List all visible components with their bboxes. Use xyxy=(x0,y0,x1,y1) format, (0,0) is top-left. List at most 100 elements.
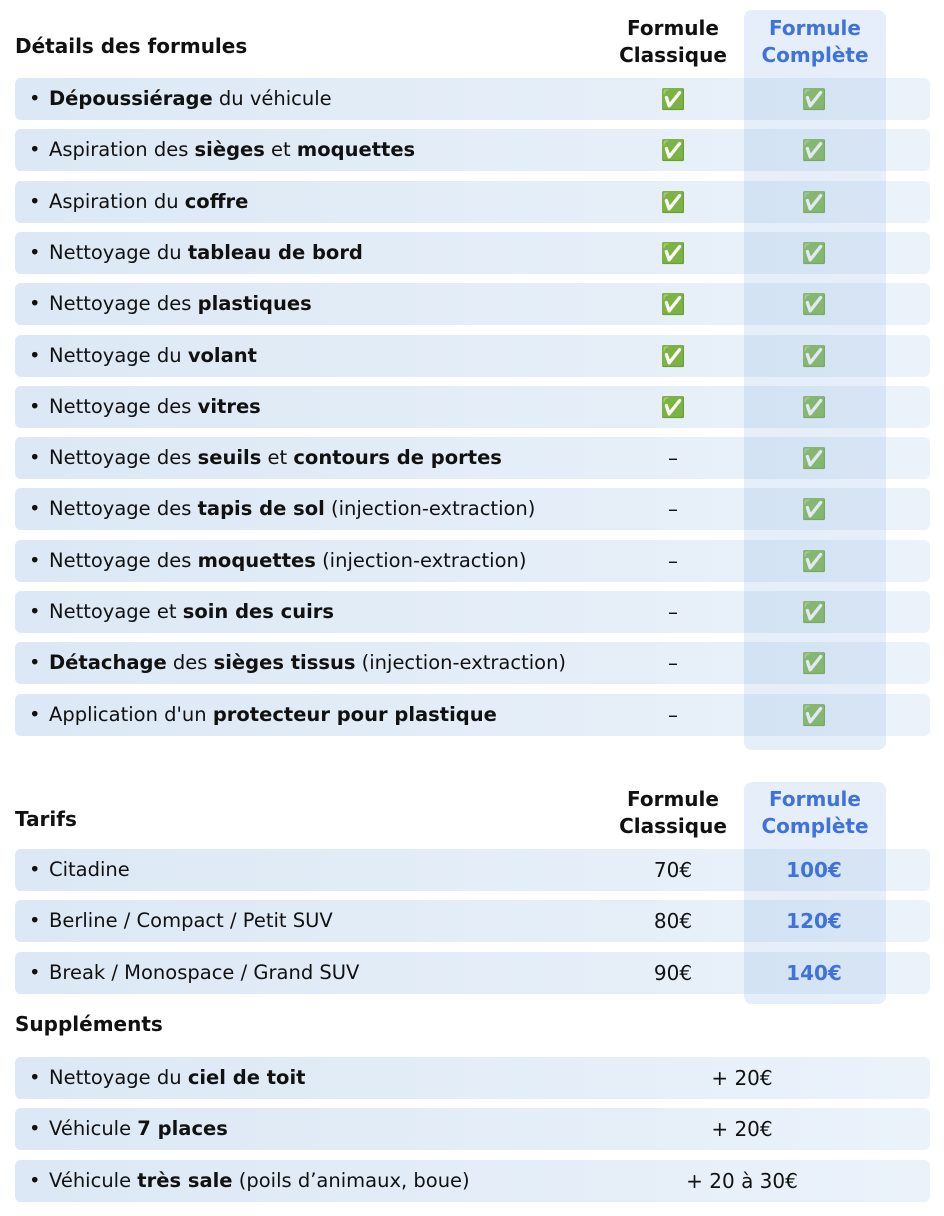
label-segment: sièges tissus xyxy=(213,651,356,675)
column-header: Formule Complète xyxy=(761,787,869,838)
cell-classique: ✅ xyxy=(660,343,686,368)
row-label: Berline / Compact / Petit SUV xyxy=(29,900,333,942)
row: Nettoyage du ciel de toit + 20€ xyxy=(15,1057,930,1099)
label-segment: Break / Monospace / Grand SUV xyxy=(49,960,360,984)
row: Véhicule 7 places + 20€ xyxy=(15,1108,930,1151)
label-segment: Nettoyage et xyxy=(49,600,183,623)
section-title: Détails des formules xyxy=(15,34,248,58)
row: Nettoyage des seuils et contours de port… xyxy=(15,437,930,480)
row-label: Nettoyage des vitres xyxy=(29,386,261,428)
row: Aspiration des sièges et moquettes ✅ ✅ xyxy=(15,129,930,172)
column-highlight xyxy=(744,10,886,750)
cell-complete: ✅ xyxy=(801,240,827,265)
label-segment: sièges xyxy=(194,138,265,162)
column-header: Formule Classique xyxy=(619,787,727,838)
label-segment: Nettoyage des xyxy=(49,292,198,316)
label-segment: très sale xyxy=(137,1168,233,1192)
label-segment: moquettes xyxy=(296,138,416,162)
row: Dépoussiérage du véhicule ✅ ✅ xyxy=(15,78,930,120)
label-segment: protecteur pour plastique xyxy=(212,702,497,726)
cell-classique: – xyxy=(668,446,678,471)
row-label: Véhicule 7 places xyxy=(29,1108,228,1150)
section-title: Suppléments xyxy=(15,1012,163,1036)
label-segment: Véhicule xyxy=(49,1168,138,1192)
cell-complete: ✅ xyxy=(801,189,827,214)
row-label: Nettoyage et soin des cuirs xyxy=(29,591,335,633)
cell-complete: ✅ xyxy=(801,548,827,573)
label-segment: Berline / Compact / Petit SUV xyxy=(49,909,333,933)
row: Détachage des sièges tissus (injection-e… xyxy=(15,642,930,685)
cell-complete: ✅ xyxy=(801,292,827,317)
label-segment: moquettes xyxy=(197,548,316,572)
row: Berline / Compact / Petit SUV 80€ 120€ xyxy=(15,900,930,943)
cell-classique: – xyxy=(668,548,678,573)
cell-classique: ✅ xyxy=(660,87,686,111)
row: Nettoyage des tapis de sol (injection-ex… xyxy=(15,488,930,531)
cell-classique: ✅ xyxy=(660,189,686,214)
label-segment: Véhicule xyxy=(49,1117,138,1141)
row: Nettoyage du volant ✅ ✅ xyxy=(15,334,930,377)
label-segment: Nettoyage du xyxy=(49,343,188,367)
label-segment: et xyxy=(261,446,294,470)
label-segment: Aspiration des xyxy=(49,138,195,162)
row: Citadine 70€ 100€ xyxy=(15,849,930,891)
label-segment: Nettoyage du xyxy=(49,240,188,264)
section-title: Tarifs xyxy=(15,807,77,831)
row-label: Détachage des sièges tissus (injection-e… xyxy=(29,642,567,684)
cell-complete: 140€ xyxy=(786,960,842,985)
cell-classique: – xyxy=(668,600,678,624)
row-label: Dépoussiérage du véhicule xyxy=(29,78,332,120)
label-segment: Application d'un xyxy=(49,702,213,726)
label-segment: des xyxy=(166,651,214,675)
row-label: Break / Monospace / Grand SUV xyxy=(29,952,360,994)
label-segment: tableau de bord xyxy=(187,240,363,264)
row-label: Application d'un protecteur pour plastiq… xyxy=(29,694,497,736)
row-label: Aspiration du coffre xyxy=(29,181,248,223)
label-segment: 7 places xyxy=(137,1117,228,1141)
cell-classique: 70€ xyxy=(653,858,693,882)
row-label: Nettoyage des moquettes (injection-extra… xyxy=(29,540,527,582)
label-segment: du véhicule xyxy=(212,87,332,110)
row-label: Aspiration des sièges et moquettes xyxy=(29,129,416,171)
row-label: Nettoyage du volant xyxy=(29,335,257,377)
row-label: Nettoyage des tapis de sol (injection-ex… xyxy=(29,488,536,530)
row: Break / Monospace / Grand SUV 90€ 140€ xyxy=(15,951,930,994)
label-segment: seuils xyxy=(197,446,262,470)
cell-classique: – xyxy=(668,702,678,727)
cell-classique: ✅ xyxy=(660,394,686,419)
label-segment: (injection-extraction) xyxy=(355,651,567,675)
cell-price: + 20€ xyxy=(711,1066,773,1090)
cell-complete: ✅ xyxy=(801,702,827,727)
cell-complete: ✅ xyxy=(801,446,827,471)
row-label: Véhicule très sale (poils d’animaux, bou… xyxy=(29,1160,470,1202)
cell-complete: ✅ xyxy=(801,497,827,522)
cell-complete: ✅ xyxy=(801,138,827,163)
row-label: Citadine xyxy=(29,849,130,891)
label-segment: Nettoyage du xyxy=(49,1066,188,1089)
row-label: Nettoyage des plastiques xyxy=(29,283,312,325)
row: Application d'un protecteur pour plastiq… xyxy=(15,693,930,736)
cell-classique: ✅ xyxy=(660,240,686,265)
label-segment: Aspiration du xyxy=(49,189,185,213)
label-segment: (injection-extraction) xyxy=(324,497,536,521)
cell-complete: 100€ xyxy=(786,858,842,882)
label-segment: Nettoyage des xyxy=(49,497,198,521)
label-segment: (injection-extraction) xyxy=(315,548,527,572)
label-segment: soin des cuirs xyxy=(182,600,335,623)
row-label: Nettoyage du ciel de toit xyxy=(29,1057,306,1099)
label-segment: contours de portes xyxy=(293,446,502,470)
cell-complete: 120€ xyxy=(786,909,842,934)
label-segment: vitres xyxy=(197,394,261,418)
label-segment: ciel de toit xyxy=(187,1066,306,1089)
label-segment: plastiques xyxy=(197,292,312,316)
cell-classique: – xyxy=(668,651,678,676)
cell-complete: ✅ xyxy=(801,394,827,419)
cell-complete: ✅ xyxy=(801,87,827,111)
cell-complete: ✅ xyxy=(801,600,827,624)
cell-price: + 20 à 30€ xyxy=(686,1168,798,1193)
label-segment: volant xyxy=(187,343,257,367)
cell-complete: ✅ xyxy=(801,343,827,368)
label-segment: Dépoussiérage xyxy=(49,87,213,110)
label-segment: Nettoyage des xyxy=(49,446,198,470)
